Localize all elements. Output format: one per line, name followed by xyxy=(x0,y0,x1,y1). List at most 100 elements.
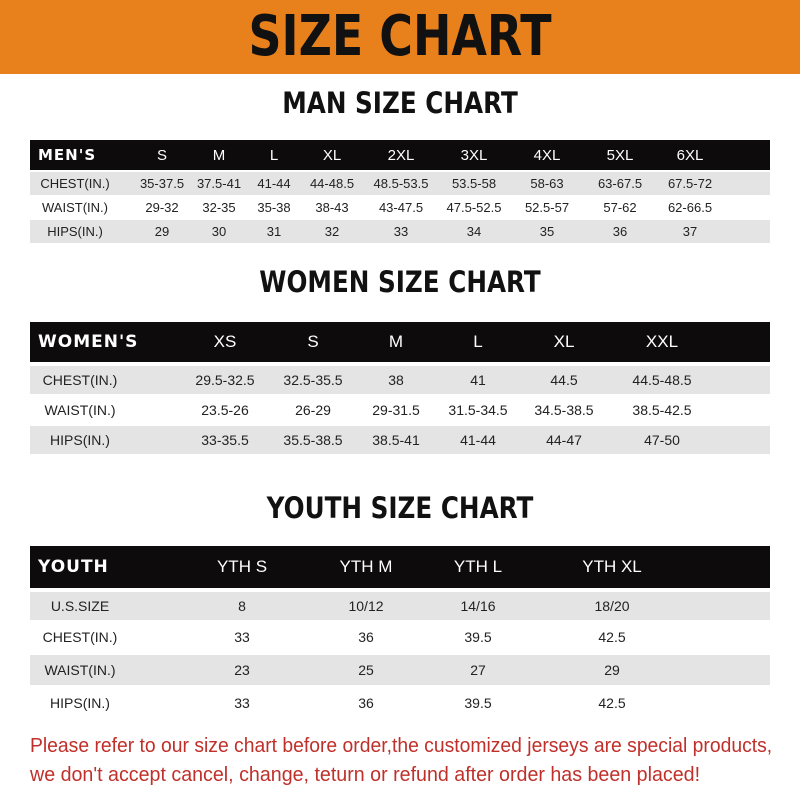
measurement-label: WAIST(IN.) xyxy=(42,200,108,215)
size-header: XS xyxy=(213,332,237,351)
size-header: XL xyxy=(322,146,342,164)
notice-line-1: Please refer to our size chart before or… xyxy=(30,735,773,757)
header-row: MEN'S S M L XL 2XL 3XL 4XL 5XL 6XL xyxy=(30,140,770,170)
size-value: 23.5-26 xyxy=(201,402,249,418)
size-value: 44-48.5 xyxy=(309,176,355,191)
size-value: 47-50 xyxy=(644,432,680,448)
table-row: HIPS(IN.) 33-35.5 35.5-38.5 38.5-41 41-44 44-… xyxy=(30,426,770,454)
size-value: 39.5 xyxy=(464,629,492,645)
size-value: 34 xyxy=(466,224,482,239)
size-header: S xyxy=(307,332,319,351)
size-value: 31 xyxy=(266,224,282,239)
size-header: 3XL xyxy=(460,146,488,164)
size-value: 33 xyxy=(393,224,409,239)
table-row: U.S.SIZE 8 10/12 14/16 18/20 xyxy=(30,592,770,620)
size-value: 36 xyxy=(358,629,374,645)
size-header: YTH XL xyxy=(582,557,642,576)
size-value: 33-35.5 xyxy=(201,432,249,448)
size-value: 57-62 xyxy=(603,200,637,215)
size-value: 67.5-72 xyxy=(667,176,713,191)
size-header: L xyxy=(269,146,279,164)
measurement-label: HIPS(IN.) xyxy=(47,224,103,239)
size-value: 53.5-58 xyxy=(451,176,497,191)
men-section-title: MAN SIZE CHART xyxy=(282,86,518,120)
size-header: XXL xyxy=(645,332,679,351)
table-row: WAIST(IN.) 23.5-26 26-29 29-31.5 31.5-34.5 34… xyxy=(30,396,770,424)
size-value: 38.5-42.5 xyxy=(632,402,692,418)
size-value: 36 xyxy=(358,695,374,711)
size-header: 6XL xyxy=(676,146,704,164)
size-value: 23 xyxy=(234,662,250,678)
size-header: M xyxy=(212,146,226,164)
size-value: 18/20 xyxy=(594,598,630,614)
size-value: 62-66.5 xyxy=(667,200,713,215)
header-row: WOMEN'S XS S M L XL XXL xyxy=(30,322,770,362)
size-value: 31.5-34.5 xyxy=(448,402,508,418)
size-header: 2XL xyxy=(387,146,415,164)
page-title: SIZE CHART xyxy=(248,4,552,69)
size-value: 38-43 xyxy=(315,200,349,215)
size-value: 35-38 xyxy=(257,200,291,215)
size-value: 38.5-41 xyxy=(372,432,420,448)
size-value: 36 xyxy=(612,224,628,239)
size-header: S xyxy=(156,146,168,164)
size-value: 48.5-53.5 xyxy=(373,176,429,191)
size-value: 32-35 xyxy=(202,200,236,215)
size-value: 27 xyxy=(470,662,486,678)
size-value: 32.5-35.5 xyxy=(283,372,343,388)
table-row: HIPS(IN.) 33 36 39.5 42.5 xyxy=(30,688,770,718)
table-heading-label: MEN'S xyxy=(38,146,97,164)
size-value: 44-47 xyxy=(546,432,582,448)
size-header: L xyxy=(473,332,483,351)
size-value: 43-47.5 xyxy=(378,200,424,215)
measurement-label: CHEST(IN.) xyxy=(42,629,118,645)
table-row: WAIST(IN.) 29-32 32-35 35-38 38-43 43-47.5 47.… xyxy=(30,196,770,219)
table-row: WAIST(IN.) 23 25 27 29 xyxy=(30,655,770,685)
size-value: 58-63 xyxy=(530,176,564,191)
notice-line-2: we don't accept cancel, change, teturn o… xyxy=(30,764,701,786)
size-value: 41-44 xyxy=(460,432,496,448)
size-header: 4XL xyxy=(533,146,561,164)
size-value: 32 xyxy=(324,224,340,239)
size-header: YTH M xyxy=(339,557,393,576)
women-section-title: WOMEN SIZE CHART xyxy=(259,265,541,299)
size-value: 42.5 xyxy=(598,695,626,711)
table-heading-label: YOUTH xyxy=(38,557,109,577)
table-row: CHEST(IN.) 33 36 39.5 42.5 xyxy=(30,622,770,652)
size-value: 30 xyxy=(211,224,227,239)
table-row: CHEST(IN.) 35-37.5 37.5-41 41-44 44-48.5 48.5… xyxy=(30,172,770,195)
table-row: CHEST(IN.) 29.5-32.5 32.5-35.5 38 41 44.5 44.5… xyxy=(30,366,770,394)
size-value: 14/16 xyxy=(460,598,496,614)
table-heading-label: WOMEN'S xyxy=(38,332,139,352)
size-value: 37 xyxy=(682,224,698,239)
size-value: 26-29 xyxy=(295,402,331,418)
measurement-label: HIPS(IN.) xyxy=(50,695,110,711)
size-value: 29-32 xyxy=(145,200,179,215)
size-header: XL xyxy=(553,332,575,351)
size-value: 33 xyxy=(234,629,250,645)
measurement-label: WAIST(IN.) xyxy=(44,402,116,418)
size-value: 33 xyxy=(234,695,250,711)
measurement-label: U.S.SIZE xyxy=(50,598,110,614)
size-value: 41 xyxy=(470,372,486,388)
table-row: HIPS(IN.) 29 30 31 32 33 34 35 36 37 xyxy=(30,220,770,243)
measurement-label: CHEST(IN.) xyxy=(42,372,118,388)
size-value: 63-67.5 xyxy=(597,176,643,191)
size-header: YTH S xyxy=(216,557,268,576)
size-value: 38 xyxy=(388,372,404,388)
size-header: 5XL xyxy=(606,146,634,164)
size-value: 35.5-38.5 xyxy=(283,432,343,448)
size-value: 8 xyxy=(238,598,246,614)
size-value: 34.5-38.5 xyxy=(534,402,594,418)
size-value: 25 xyxy=(358,662,374,678)
size-value: 41-44 xyxy=(257,176,291,191)
measurement-label: HIPS(IN.) xyxy=(50,432,110,448)
size-value: 35 xyxy=(539,224,555,239)
size-header: M xyxy=(388,332,404,351)
size-value: 42.5 xyxy=(598,629,626,645)
size-value: 29.5-32.5 xyxy=(195,372,255,388)
size-value: 44.5-48.5 xyxy=(632,372,692,388)
size-value: 35-37.5 xyxy=(139,176,185,191)
youth-section-title: YOUTH SIZE CHART xyxy=(266,491,534,525)
title-banner: SIZE CHART xyxy=(0,0,800,74)
